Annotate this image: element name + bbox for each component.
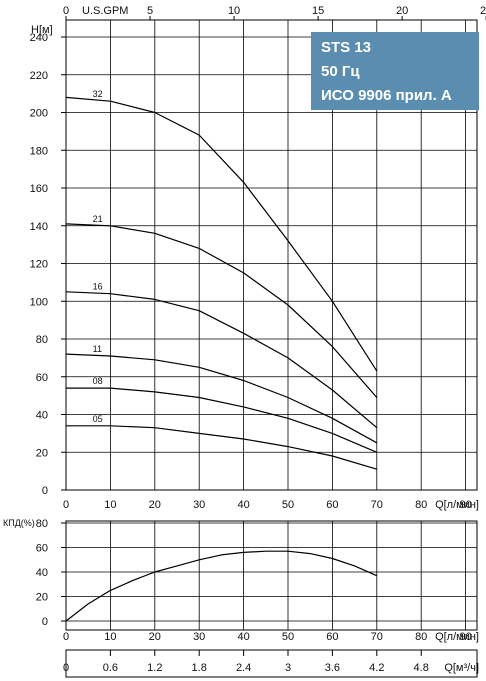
head-curve-32: [65, 96, 378, 372]
gpm-axis-label: U.S.GPM: [82, 5, 128, 17]
curve-label-32: 32: [93, 89, 103, 99]
head-y-tick-label: 200: [30, 108, 48, 120]
head-x-tick-label: 30: [193, 499, 205, 511]
badge-background: [311, 32, 479, 110]
head-x-tick-label: 50: [282, 499, 294, 511]
head-y-tick-label: 0: [42, 485, 48, 497]
head-y-tick-label: 140: [30, 221, 48, 233]
m3h-tick-label: 0.6: [103, 662, 118, 674]
gpm-tick-label: 25: [480, 5, 486, 17]
head-y-tick-label: 80: [36, 334, 48, 346]
eff-y-tick-label: 20: [36, 592, 48, 604]
curve-label-08: 08: [93, 376, 103, 386]
head-x-tick-label: 80: [415, 499, 427, 511]
eff-x-tick-label: 40: [237, 631, 249, 643]
curve-label-11: 11: [93, 344, 102, 354]
eff-y-axis-label: КПД(%): [3, 518, 35, 528]
head-y-axis-label: H[м]: [31, 24, 53, 36]
head-y-tick-label: 240: [30, 32, 48, 44]
eff-x-tick-label: 10: [104, 631, 116, 643]
eff-y-tick-label: 80: [36, 518, 48, 530]
eff-y-tick-label: 0: [42, 616, 48, 628]
badge-line-2: 50 Гц: [321, 63, 360, 80]
model-badge: STS 13 50 Гц ИСО 9906 прил. А: [311, 32, 479, 110]
head-y-tick-label: 60: [36, 372, 48, 384]
efficiency-plot-frame: [65, 520, 478, 631]
m3h-tick-label: 3.6: [325, 662, 340, 674]
curve-label-05: 05: [93, 414, 103, 424]
head-x-tick-label: 20: [149, 499, 161, 511]
head-x-tick-label: 70: [371, 499, 383, 511]
eff-x-tick-label: 60: [326, 631, 338, 643]
head-curve-16: [65, 291, 378, 429]
head-y-tick-label: 20: [36, 447, 48, 459]
m3h-tick-label: 4.8: [414, 662, 429, 674]
badge-line-1: STS 13: [321, 39, 371, 56]
head-plot-frame: [65, 19, 478, 491]
eff-x-tick-label: 30: [193, 631, 205, 643]
gpm-tick-label: 0: [63, 5, 69, 17]
eff-y-tick-label: 60: [36, 543, 48, 555]
gpm-tick-label: 10: [228, 5, 240, 17]
head-y-tick-label: 180: [30, 145, 48, 157]
head-curve-21: [65, 223, 378, 398]
eff-x-tick-label: 20: [149, 631, 161, 643]
head-curve-11: [65, 353, 378, 444]
curve-label-21: 21: [93, 214, 103, 224]
efficiency-curve: [65, 550, 378, 622]
gpm-tick-label: 5: [147, 5, 153, 17]
m3h-tick-label: 1.8: [192, 662, 207, 674]
head-y-tick-label: 160: [30, 183, 48, 195]
head-x-tick-label: 40: [237, 499, 249, 511]
gpm-tick-label: 20: [396, 5, 408, 17]
m3h-tick-label: 1.2: [147, 662, 162, 674]
m3h-axis-frame: [65, 649, 478, 678]
eff-x-tick-label: 50: [282, 631, 294, 643]
head-x-tick-label: 90: [459, 499, 471, 511]
eff-x-tick-label: 70: [371, 631, 383, 643]
head-curve-05: [66, 425, 377, 470]
head-x-tick-label: 0: [63, 499, 69, 511]
m3h-tick-label: 3: [285, 662, 291, 674]
m3h-tick-label: 2.4: [236, 662, 251, 674]
head-y-tick-label: 120: [30, 259, 48, 271]
head-y-tick-label: 40: [36, 410, 48, 422]
head-x-axis-label: Q[л/мин]: [435, 499, 479, 511]
flow-m3h-axis: 0 0.6 1.2 1.8 2.4 3 3.6 4.2 4.8 Q[м³/ч]: [63, 649, 479, 678]
gpm-tick-label: 15: [312, 5, 324, 17]
eff-y-tick-label: 40: [36, 567, 48, 579]
head-x-tick-label: 60: [326, 499, 338, 511]
m3h-tick-label: 4.2: [369, 662, 384, 674]
eff-x-tick-label: 90: [459, 631, 471, 643]
badge-line-3: ИСО 9906 прил. А: [321, 87, 452, 104]
head-curve-08: [66, 387, 378, 453]
m3h-axis-label: Q[м³/ч]: [444, 662, 479, 674]
head-y-tick-label: 220: [30, 70, 48, 82]
curve-label-16: 16: [93, 282, 103, 292]
head-y-tick-label: 100: [30, 296, 48, 308]
eff-x-tick-label: 0: [63, 631, 69, 643]
m3h-tick-label: 0: [63, 662, 69, 674]
eff-x-tick-label: 80: [415, 631, 427, 643]
head-x-tick-label: 10: [104, 499, 116, 511]
eff-x-axis-label: Q[л/мин]: [435, 631, 479, 643]
